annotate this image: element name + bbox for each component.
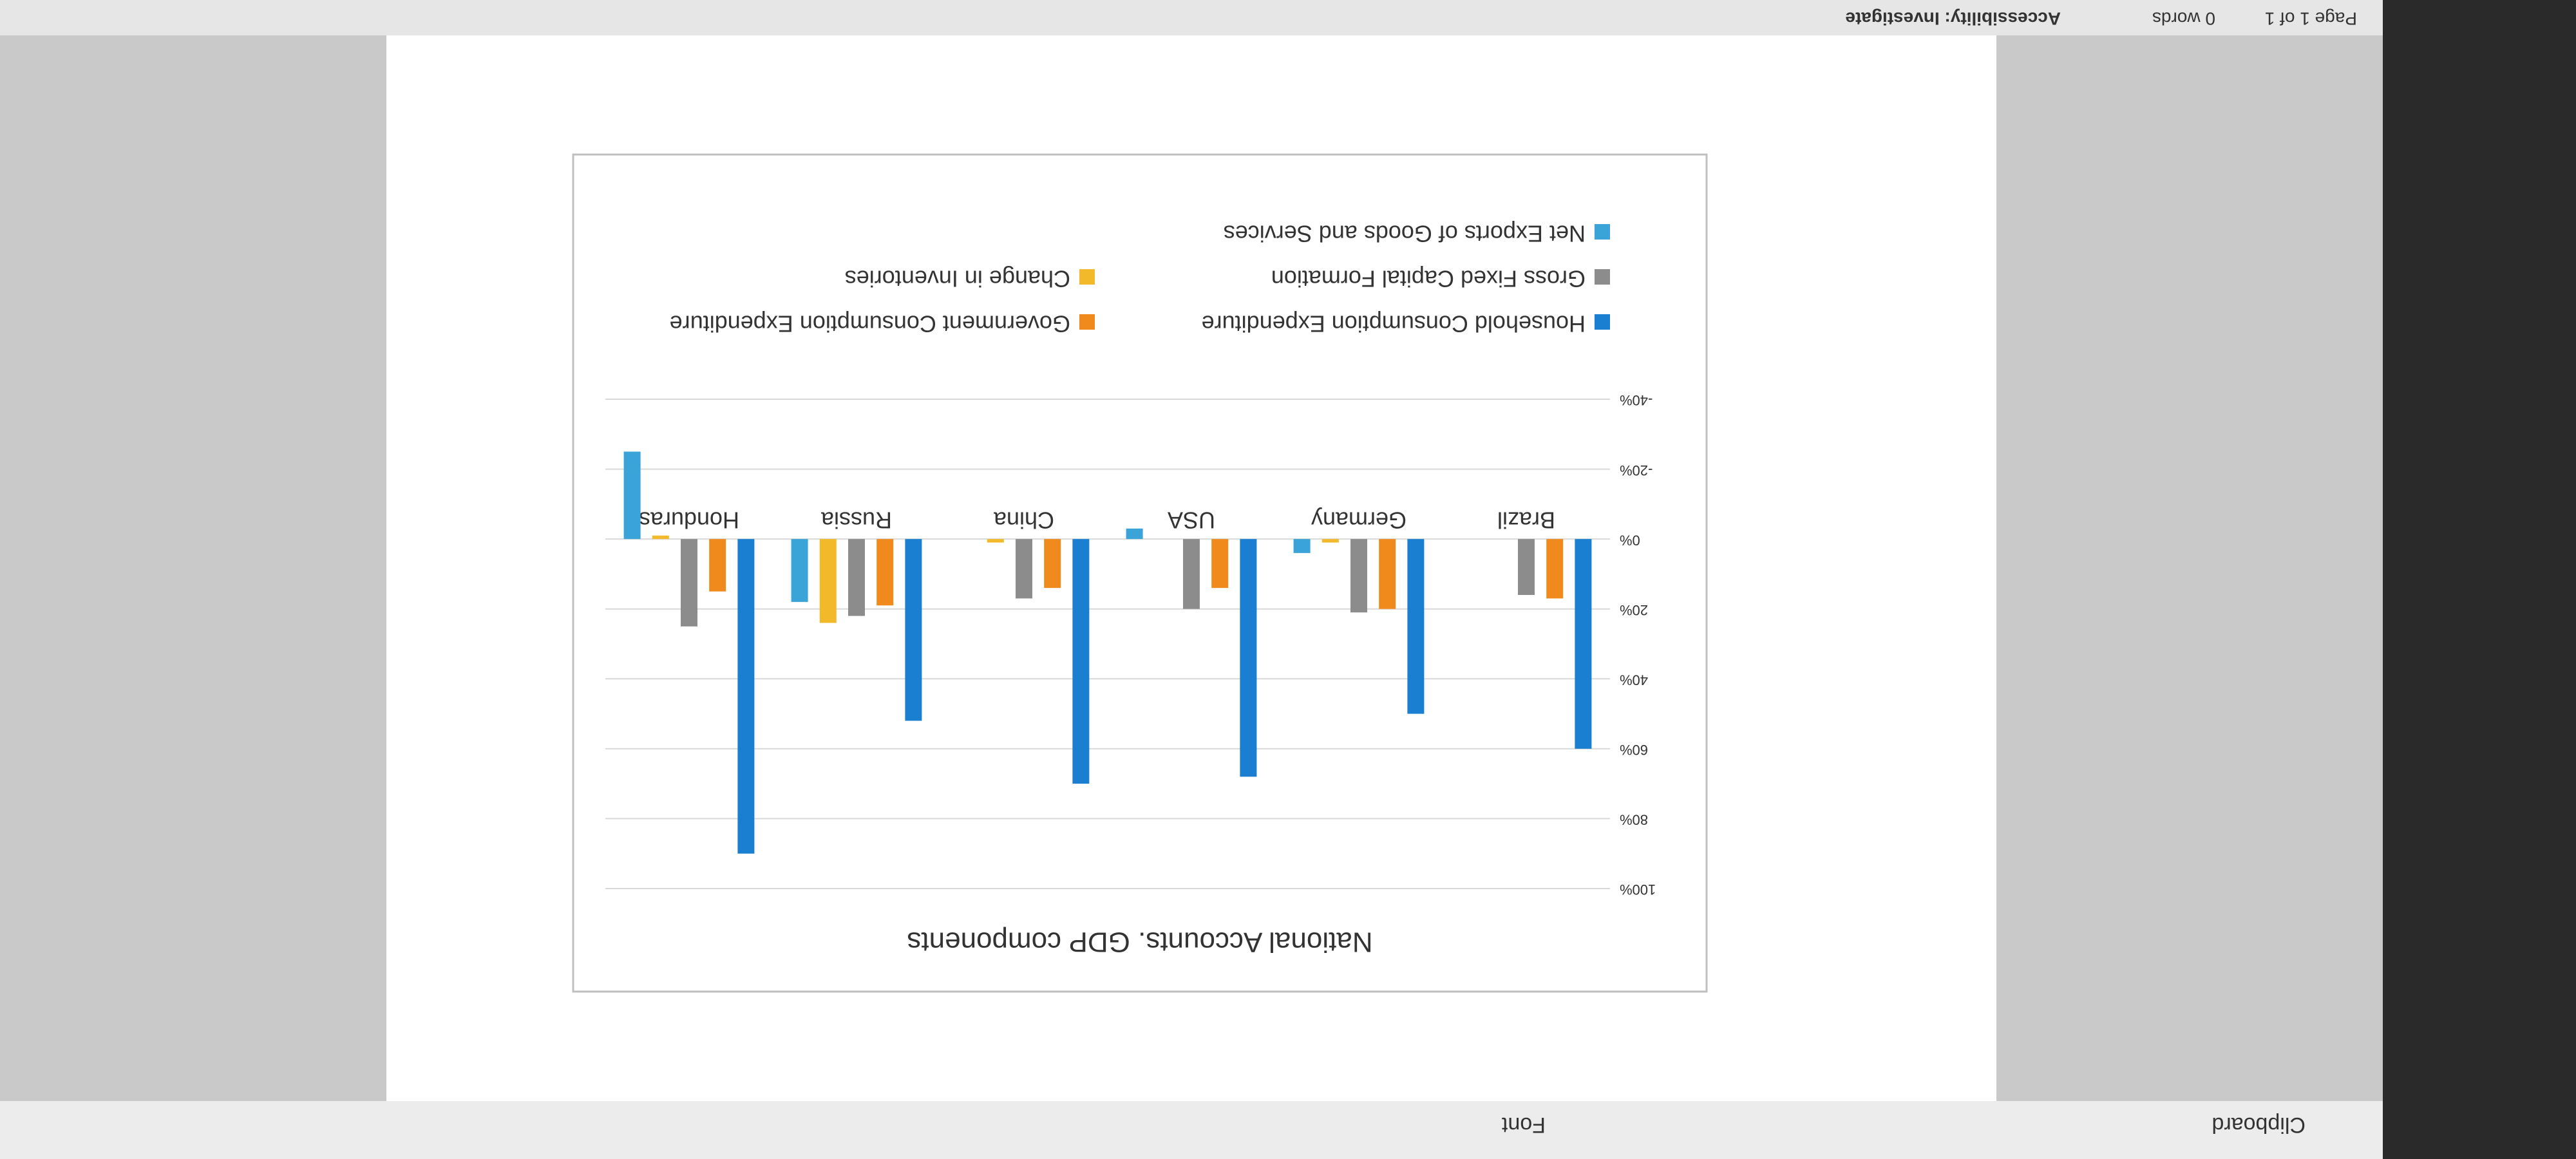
y-tick-label: 20% [1620,602,1648,618]
bar [1350,539,1367,613]
legend-entry: Government Consumption Expenditure [670,310,1070,337]
bar [1407,539,1425,714]
y-tick-label: 0% [1620,532,1640,548]
bar [987,539,1004,543]
bar [1321,539,1339,543]
legend-swatch [1079,269,1095,285]
y-tick-label: 80% [1620,812,1648,828]
x-tick-label: Russia [820,507,892,534]
x-tick-label: Brazil [1497,507,1555,534]
bar [848,539,865,616]
chart-area[interactable] [572,153,1708,993]
x-tick-label: Honduras [639,507,739,534]
bar [737,539,755,854]
bezel [2383,0,2576,1159]
bar [791,539,808,602]
y-tick-label: 60% [1620,742,1648,758]
x-tick-label: Germany [1311,507,1406,534]
y-tick-label: 40% [1620,672,1648,688]
legend-swatch [1079,314,1095,330]
bar [819,539,837,623]
bar [905,539,922,721]
status-accessibility[interactable]: Accessibility: Investigate [1845,9,2061,29]
y-tick-label: -20% [1620,462,1653,478]
legend-swatch [1595,314,1610,330]
bar [1183,539,1200,609]
bar [1072,539,1090,784]
status-words: 0 words [2152,9,2215,29]
bar [876,539,894,606]
bar [1016,539,1032,599]
bar [1044,539,1061,589]
legend-entry: Household Consumption Expenditure [1202,310,1586,337]
legend-entry: Change in Inventories [845,265,1070,292]
legend-swatch [1595,269,1610,285]
bar [1126,528,1143,540]
ribbon [0,1101,2383,1159]
ribbon-group[interactable]: Font [1501,1113,1546,1137]
bar [623,451,641,540]
bar [681,539,697,627]
bar [1293,539,1311,553]
bar [1240,539,1257,777]
chart-title: National Accounts. GDP components [907,926,1372,957]
x-tick-label: USA [1168,507,1215,534]
y-tick-label: 100% [1620,881,1656,898]
bar [1379,539,1396,609]
bar [1575,539,1592,749]
bar [709,539,726,592]
status-bar [0,0,2383,35]
legend-entry: Gross Fixed Capital Formation [1271,265,1586,292]
y-tick-label: -40% [1620,392,1653,408]
bar [1546,539,1564,599]
bar [652,535,669,540]
bar [1211,539,1229,589]
bar [1518,539,1535,595]
legend-entry: Net Exports of Goods and Services [1224,220,1586,247]
legend-swatch [1595,224,1610,240]
status-page: Page 1 of 1 [2265,9,2357,29]
ribbon-group[interactable]: Clipboard [2211,1113,2306,1137]
x-tick-label: China [993,507,1054,534]
